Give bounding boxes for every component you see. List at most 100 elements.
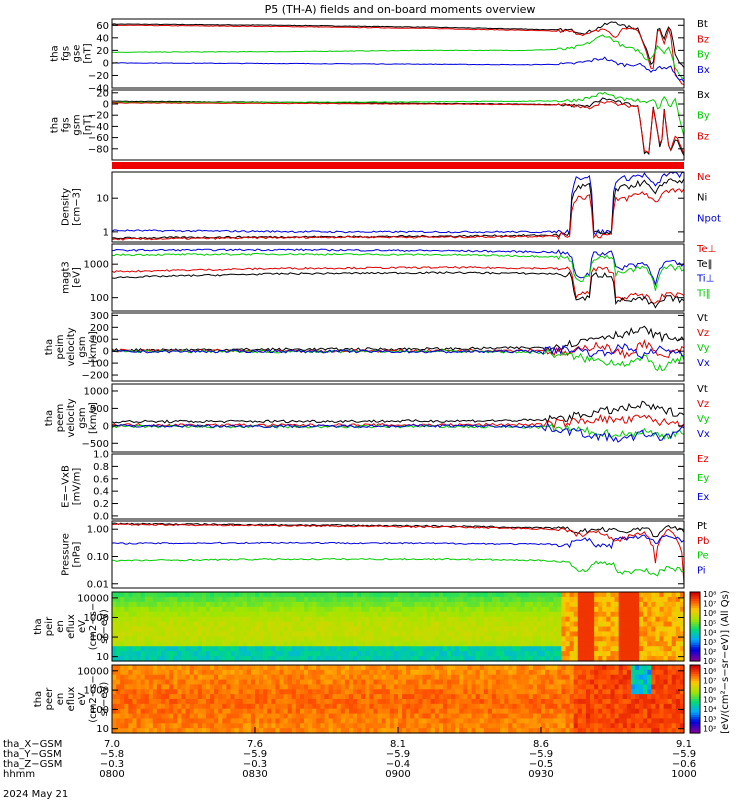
spectrogram-cell bbox=[205, 651, 211, 657]
y-tick-label: 0.4 bbox=[93, 487, 109, 498]
spectrogram-cell bbox=[398, 596, 403, 603]
spectrogram-cell bbox=[287, 699, 293, 705]
spectrogram-cell bbox=[148, 631, 154, 637]
spectrogram-cell bbox=[316, 596, 321, 603]
spectrogram-cell bbox=[663, 636, 669, 642]
spectrogram-cell bbox=[169, 718, 174, 724]
spectrogram-cell bbox=[238, 718, 244, 724]
spectrogram-cell bbox=[214, 592, 219, 598]
spectrogram-cell bbox=[479, 631, 485, 637]
spectrogram-cell bbox=[267, 656, 272, 662]
spectrogram-cell bbox=[136, 713, 142, 720]
spectrogram-cell bbox=[561, 601, 567, 608]
spectrogram-cell bbox=[447, 631, 452, 637]
spectrogram-cell bbox=[320, 621, 326, 628]
spectrogram-cell bbox=[426, 636, 432, 642]
spectrogram-cell bbox=[398, 713, 403, 720]
spectrogram-cell bbox=[230, 636, 236, 642]
series-line-Pe bbox=[111, 557, 685, 577]
spectrogram-cell bbox=[418, 665, 424, 671]
spectrogram-cell bbox=[393, 718, 399, 724]
spectrogram-cell bbox=[590, 592, 595, 598]
spectrogram-cell bbox=[128, 621, 134, 628]
spectrogram-cell bbox=[136, 728, 142, 734]
spectrogram-cell bbox=[124, 718, 129, 724]
spectrogram-cell bbox=[410, 713, 415, 720]
spectrogram-cell bbox=[312, 656, 317, 662]
spectrogram-cell bbox=[197, 679, 203, 686]
spectrogram-cell bbox=[483, 689, 489, 695]
spectrogram-cell bbox=[434, 626, 440, 633]
spectrogram-cell bbox=[287, 651, 293, 657]
spectrogram-cell bbox=[663, 626, 669, 633]
spectrogram-cell bbox=[504, 636, 509, 642]
spectrogram-cell bbox=[369, 656, 375, 662]
spectrogram-cell bbox=[402, 689, 407, 695]
spectrogram-cell bbox=[161, 626, 166, 633]
spectrogram-cell bbox=[553, 669, 558, 676]
spectrogram-cell bbox=[541, 703, 546, 710]
colorbar-frame bbox=[689, 591, 701, 662]
spectrogram-cell bbox=[618, 665, 624, 671]
spectrogram-cell bbox=[667, 651, 673, 657]
spectrogram-cell bbox=[246, 699, 252, 705]
y-axis-label-line: fgs bbox=[61, 117, 72, 132]
spectrogram-cell bbox=[434, 694, 440, 700]
spectrogram-cell bbox=[136, 656, 142, 662]
spectrogram-cell bbox=[622, 718, 628, 724]
spectrogram-cell bbox=[545, 631, 550, 637]
spectrogram-cell bbox=[316, 694, 321, 700]
spectrogram-cell bbox=[491, 636, 497, 642]
panel-frame bbox=[111, 591, 685, 662]
spectrogram-cell bbox=[393, 656, 399, 662]
spectrogram-cell bbox=[422, 626, 428, 633]
spectrogram-cell bbox=[496, 718, 501, 724]
legend-entry-Bz: Bz bbox=[697, 34, 709, 45]
spectrogram-cell bbox=[606, 641, 612, 647]
spectrogram-cell bbox=[447, 728, 452, 734]
spectrogram-cell bbox=[422, 592, 428, 598]
spectrogram-cell bbox=[197, 651, 203, 657]
spectrogram-cell bbox=[136, 679, 142, 686]
spectrogram-cell bbox=[651, 646, 656, 652]
spectrogram-cell bbox=[116, 703, 121, 710]
spectrogram-cell bbox=[467, 703, 473, 710]
spectrogram-cell bbox=[414, 636, 420, 642]
spectrogram-cell bbox=[255, 674, 260, 681]
spectrogram-cell bbox=[165, 631, 170, 637]
spectrogram-cell bbox=[340, 679, 346, 686]
spectrogram-cell bbox=[651, 606, 656, 613]
spectrogram-cell bbox=[381, 689, 387, 695]
spectrogram-cell bbox=[516, 669, 522, 676]
spectrogram-cell bbox=[218, 694, 223, 700]
spectrogram-cell bbox=[361, 669, 366, 676]
spectrogram-cell bbox=[385, 703, 391, 710]
spectrogram-cell bbox=[402, 723, 407, 729]
spectrogram-cell bbox=[393, 596, 399, 603]
spectrogram-cell bbox=[516, 592, 522, 598]
spectrogram-cell bbox=[508, 651, 513, 657]
spectrogram-cell bbox=[402, 674, 407, 681]
spectrogram-cell bbox=[471, 718, 477, 724]
spectrogram-cell bbox=[536, 723, 542, 729]
spectrogram-cell bbox=[267, 703, 272, 710]
spectrogram-cell bbox=[430, 651, 436, 657]
spectrogram-cell bbox=[340, 646, 346, 652]
spectrogram-cell bbox=[381, 679, 387, 686]
spectrogram-cell bbox=[496, 646, 501, 652]
spectrogram-cell bbox=[520, 592, 526, 598]
spectrogram-cell bbox=[316, 646, 321, 652]
spectrogram-cell bbox=[442, 703, 448, 710]
spectrogram-cell bbox=[426, 592, 432, 598]
spectrogram-cell bbox=[210, 636, 215, 642]
spectrogram-cell bbox=[467, 596, 473, 603]
spectrogram-cell bbox=[393, 626, 399, 633]
spectrogram-cell bbox=[598, 631, 603, 637]
spectrogram-cell bbox=[406, 713, 411, 720]
spectrogram-cell bbox=[259, 646, 264, 652]
spectrogram-cell bbox=[238, 665, 244, 671]
spectrogram-cell bbox=[299, 713, 305, 720]
spectrogram-cell bbox=[545, 611, 550, 618]
spectrogram-cell bbox=[504, 679, 509, 686]
spectrogram-cell bbox=[377, 694, 383, 700]
